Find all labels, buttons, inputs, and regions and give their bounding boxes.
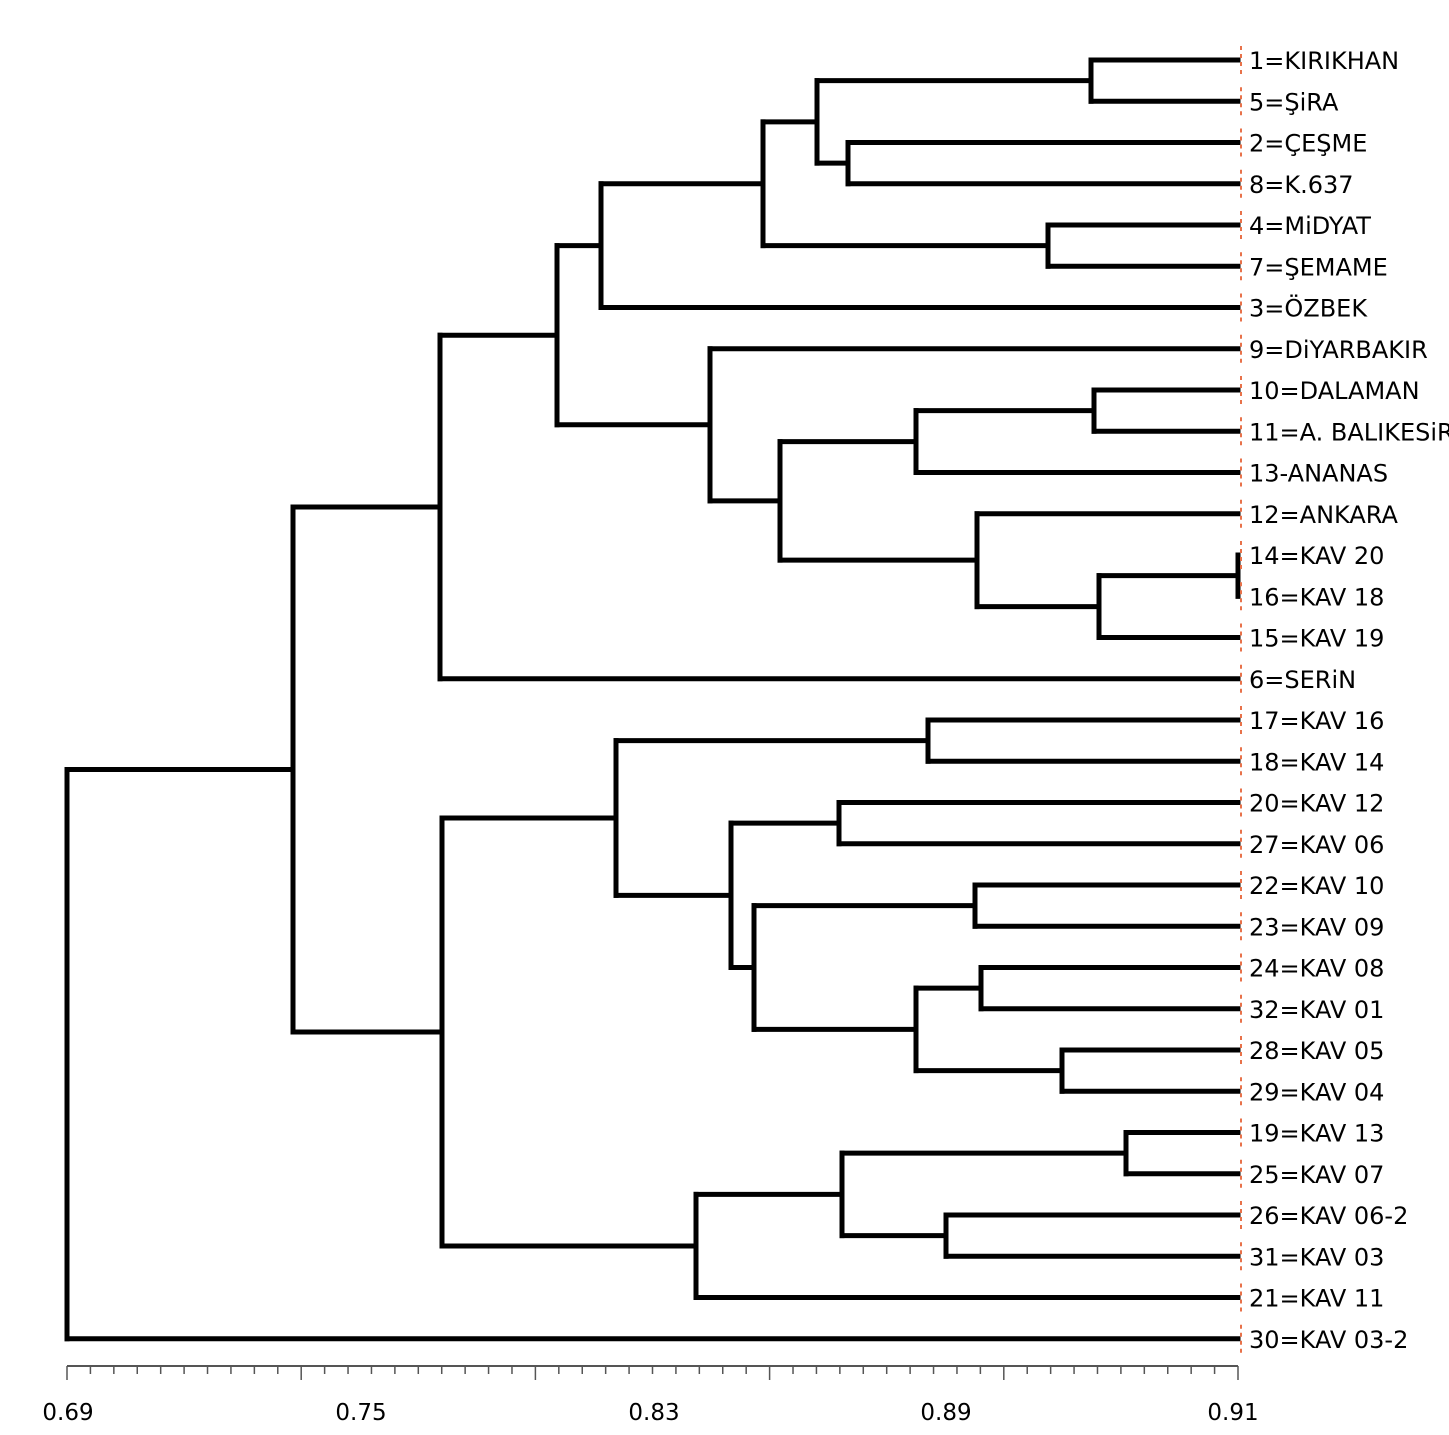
leaf-label: 8=K.637 <box>1249 171 1354 199</box>
dendrogram-links <box>64 57 1241 1342</box>
leaf-label: 11=A. BALIKESiR <box>1249 418 1449 446</box>
leaf-label: 28=KAV 05 <box>1249 1037 1384 1065</box>
leaf-label: 13-ANANAS <box>1249 460 1388 488</box>
leaf-label: 5=ŞiRA <box>1249 88 1339 116</box>
leaf-label: 26=KAV 06-2 <box>1249 1202 1408 1230</box>
leaf-label: 9=DiYARBAKIR <box>1249 336 1428 364</box>
leaf-label: 10=DALAMAN <box>1249 377 1420 405</box>
leaf-label: 15=KAV 19 <box>1249 625 1384 653</box>
x-tick-label-1: 0.75 <box>335 1400 386 1426</box>
leaf-label: 1=KIRIKHAN <box>1249 47 1399 75</box>
leaf-label: 7=ŞEMAME <box>1249 253 1388 281</box>
leaf-label: 16=KAV 18 <box>1249 583 1384 611</box>
x-axis: 0.69 0.75 0.83 0.89 0.91 <box>42 1365 1259 1426</box>
leaf-label: 17=KAV 16 <box>1249 707 1384 735</box>
leaf-label: 22=KAV 10 <box>1249 872 1384 900</box>
leaf-label: 32=KAV 01 <box>1249 996 1384 1024</box>
leaf-label: 25=KAV 07 <box>1249 1161 1384 1189</box>
leaf-label: 2=ÇEŞME <box>1249 130 1367 158</box>
leaf-labels: 1=KIRIKHAN 5=ŞiRA 2=ÇEŞME 8=K.637 4=MiDYAT 7=… <box>1249 47 1449 1354</box>
leaf-label: 24=KAV 08 <box>1249 955 1384 983</box>
leaf-label: 30=KAV 03-2 <box>1249 1326 1408 1354</box>
leaf-label: 12=ANKARA <box>1249 501 1398 529</box>
leaf-label: 14=KAV 20 <box>1249 542 1384 570</box>
leaf-label: 23=KAV 09 <box>1249 913 1384 941</box>
x-tick-label-0: 0.69 <box>42 1400 93 1426</box>
x-tick-label-4: 0.91 <box>1207 1400 1258 1426</box>
leaf-label: 19=KAV 13 <box>1249 1120 1384 1148</box>
leaf-label: 3=ÖZBEK <box>1249 294 1368 323</box>
leaf-label: 27=KAV 06 <box>1249 831 1384 859</box>
leaf-label: 21=KAV 11 <box>1249 1285 1384 1313</box>
x-tick-label-3: 0.89 <box>920 1400 971 1426</box>
leaf-label: 31=KAV 03 <box>1249 1243 1384 1271</box>
leaf-label: 18=KAV 14 <box>1249 748 1384 776</box>
leaf-label: 4=MiDYAT <box>1249 212 1371 240</box>
leaf-label: 29=KAV 04 <box>1249 1078 1384 1106</box>
leaf-label: 20=KAV 12 <box>1249 790 1384 818</box>
x-axis-minor-ticks <box>66 1366 1239 1380</box>
leaf-label: 6=SERiN <box>1249 666 1356 694</box>
x-tick-label-2: 0.83 <box>628 1400 679 1426</box>
